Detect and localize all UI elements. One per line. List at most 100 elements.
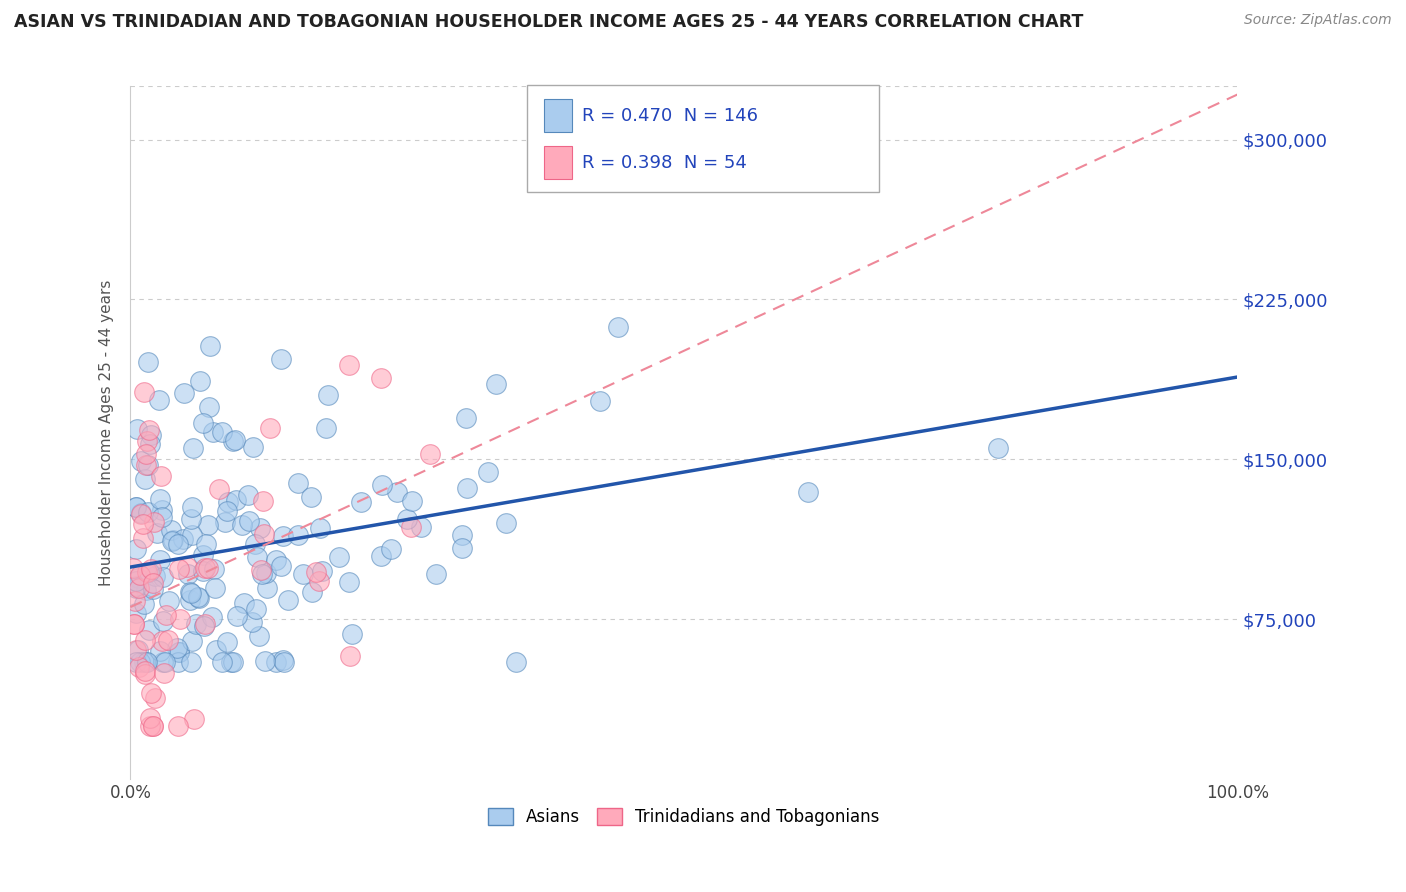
Point [167, 562, 190, 576]
Point [173, 533, 195, 547]
Point [152, 655, 174, 669]
Legend: Asians, Trinidadians and Tobagonians: Asians, Trinidadians and Tobagonians [481, 801, 886, 833]
Point [149, 553, 172, 567]
Point [292, 566, 315, 581]
Point [176, 560, 198, 574]
Point [125, 574, 148, 588]
Point [194, 537, 217, 551]
Point [197, 560, 219, 574]
Point [250, 563, 273, 577]
Point [157, 593, 180, 607]
Point [401, 493, 423, 508]
Text: R = 0.470  N = 146: R = 0.470 N = 146 [582, 106, 758, 125]
Point [188, 374, 211, 388]
Point [399, 520, 422, 534]
Point [139, 437, 162, 451]
Point [181, 528, 204, 542]
Point [121, 560, 143, 574]
Point [145, 526, 167, 541]
Point [166, 655, 188, 669]
Point [135, 434, 157, 448]
Point [136, 355, 159, 369]
Point [273, 655, 295, 669]
Point [127, 571, 149, 585]
Point [149, 644, 172, 658]
Point [148, 393, 170, 408]
Point [179, 593, 201, 607]
Point [208, 482, 231, 496]
Point [134, 664, 156, 678]
Point [231, 518, 253, 533]
Point [125, 421, 148, 435]
Point [370, 371, 392, 385]
Point [246, 549, 269, 564]
Point [125, 500, 148, 514]
Point [211, 655, 233, 669]
Point [456, 481, 478, 495]
Point [240, 615, 263, 630]
Point [242, 440, 264, 454]
Text: ASIAN VS TRINIDADIAN AND TOBAGONIAN HOUSEHOLDER INCOME AGES 25 - 44 YEARS CORREL: ASIAN VS TRINIDADIAN AND TOBAGONIAN HOUS… [14, 13, 1084, 31]
Point [138, 423, 160, 437]
Point [454, 411, 477, 425]
Point [253, 526, 276, 541]
Point [131, 506, 153, 520]
Point [167, 644, 190, 658]
Point [249, 521, 271, 535]
Text: Source: ZipAtlas.com: Source: ZipAtlas.com [1244, 13, 1392, 28]
Point [309, 521, 332, 535]
Point [607, 319, 630, 334]
Point [194, 561, 217, 575]
Point [143, 515, 166, 529]
Point [249, 628, 271, 642]
Point [287, 475, 309, 490]
Point [134, 633, 156, 648]
Point [350, 495, 373, 509]
Point [232, 596, 254, 610]
Text: R = 0.398  N = 54: R = 0.398 N = 54 [582, 153, 747, 172]
Point [122, 617, 145, 632]
Point [270, 558, 292, 573]
Point [139, 719, 162, 733]
Point [128, 581, 150, 595]
Point [149, 491, 172, 506]
Point [129, 655, 152, 669]
Point [315, 421, 337, 435]
Y-axis label: Householder Income Ages 25 - 44 years: Householder Income Ages 25 - 44 years [100, 279, 114, 586]
Point [166, 640, 188, 655]
Point [143, 690, 166, 705]
Point [193, 618, 215, 632]
Point [180, 500, 202, 515]
Point [157, 632, 180, 647]
Point [238, 514, 260, 528]
Point [183, 442, 205, 456]
Point [370, 549, 392, 564]
Point [411, 520, 433, 534]
Point [277, 593, 299, 607]
Point [305, 565, 328, 579]
Point [197, 400, 219, 414]
Point [225, 492, 247, 507]
Point [129, 507, 152, 521]
Point [125, 581, 148, 595]
Point [136, 458, 159, 472]
Point [125, 655, 148, 669]
Point [308, 574, 330, 588]
Point [342, 627, 364, 641]
Point [134, 472, 156, 486]
Point [181, 633, 204, 648]
Point [271, 529, 294, 543]
Point [245, 602, 267, 616]
Point [211, 425, 233, 439]
Point [425, 567, 447, 582]
Point [194, 616, 217, 631]
Point [162, 533, 184, 547]
Point [222, 434, 245, 448]
Point [128, 567, 150, 582]
Point [138, 504, 160, 518]
Point [380, 542, 402, 557]
Point [301, 585, 323, 599]
Point [134, 666, 156, 681]
Point [485, 377, 508, 392]
Point [191, 417, 214, 431]
